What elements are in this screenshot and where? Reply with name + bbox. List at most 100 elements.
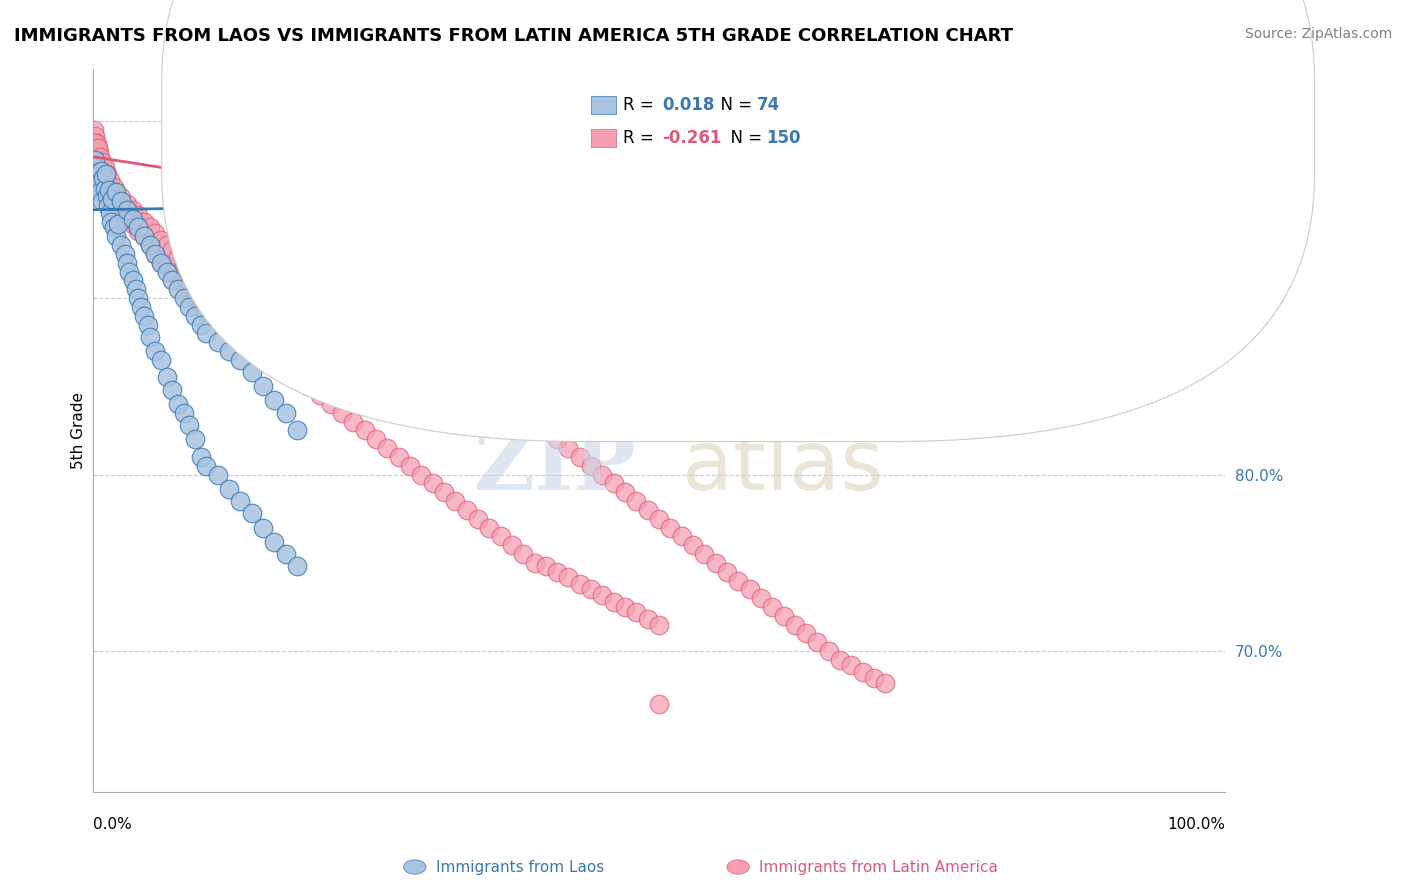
Point xyxy=(252,344,274,359)
Point xyxy=(104,194,127,208)
Point xyxy=(218,291,240,305)
Text: 74: 74 xyxy=(756,96,780,114)
Point xyxy=(121,273,143,287)
Point xyxy=(377,441,399,455)
Point xyxy=(150,256,173,270)
Point xyxy=(179,418,201,433)
Point xyxy=(84,153,107,168)
Point xyxy=(1067,176,1090,190)
Point xyxy=(716,565,738,579)
Point xyxy=(83,159,105,173)
Point xyxy=(83,123,105,137)
Point xyxy=(173,406,195,420)
Point xyxy=(399,458,422,473)
Point xyxy=(89,185,111,199)
Point xyxy=(94,168,117,182)
Point xyxy=(614,600,637,615)
Point xyxy=(603,595,626,609)
Point xyxy=(342,415,364,429)
Point xyxy=(626,605,648,619)
Point xyxy=(240,335,263,350)
Point xyxy=(263,393,285,408)
Point xyxy=(162,244,184,258)
Point xyxy=(184,268,207,282)
Point xyxy=(96,188,118,202)
Point xyxy=(274,321,297,335)
Point xyxy=(156,264,179,278)
Text: R =: R = xyxy=(623,96,659,114)
Point xyxy=(125,282,148,296)
Point xyxy=(100,215,122,229)
Point xyxy=(150,256,173,270)
Point xyxy=(285,370,308,384)
Point xyxy=(89,150,111,164)
Point xyxy=(534,424,557,438)
Point xyxy=(91,194,114,208)
Point xyxy=(103,188,125,202)
Point xyxy=(830,653,852,667)
Point xyxy=(190,300,212,314)
Point xyxy=(145,226,167,240)
Point xyxy=(626,494,648,508)
Point xyxy=(195,305,218,319)
Point xyxy=(184,291,207,305)
Point xyxy=(132,229,155,244)
Text: IMMIGRANTS FROM LAOS VS IMMIGRANTS FROM LATIN AMERICA 5TH GRADE CORRELATION CHAR: IMMIGRANTS FROM LAOS VS IMMIGRANTS FROM … xyxy=(14,27,1014,45)
Point xyxy=(297,332,319,346)
Point xyxy=(150,352,173,367)
Point xyxy=(173,291,195,305)
Point xyxy=(190,273,212,287)
Point xyxy=(1191,247,1213,261)
Point xyxy=(173,256,195,270)
Text: R =: R = xyxy=(623,129,659,147)
Point xyxy=(127,220,149,235)
Point xyxy=(139,238,162,252)
Point xyxy=(115,211,138,226)
Point xyxy=(98,181,121,195)
Point xyxy=(738,582,761,597)
Point xyxy=(218,318,240,332)
Point xyxy=(104,185,127,199)
Point xyxy=(263,534,285,549)
Point xyxy=(167,269,190,284)
Point xyxy=(190,450,212,464)
Point xyxy=(422,476,444,491)
Point xyxy=(591,588,613,602)
Point xyxy=(93,168,115,182)
Point xyxy=(184,309,207,323)
Point xyxy=(557,441,579,455)
Point xyxy=(252,379,274,393)
Point xyxy=(127,208,149,222)
Point xyxy=(794,626,817,640)
Point xyxy=(637,612,659,626)
Point xyxy=(86,166,108,180)
Point xyxy=(308,388,330,402)
Point xyxy=(433,485,456,500)
Point xyxy=(118,264,141,278)
Point xyxy=(229,326,252,341)
Point xyxy=(1202,256,1225,270)
Point xyxy=(1101,188,1123,202)
Point xyxy=(145,247,167,261)
Point xyxy=(162,273,184,287)
Point xyxy=(86,141,108,155)
Point xyxy=(167,251,190,265)
Point xyxy=(156,260,179,274)
Point xyxy=(1180,235,1202,249)
Text: N =: N = xyxy=(710,96,758,114)
Point xyxy=(637,503,659,517)
Point xyxy=(179,300,201,314)
Point xyxy=(96,176,118,190)
Point xyxy=(93,181,115,195)
Point xyxy=(91,159,114,173)
Text: Source: ZipAtlas.com: Source: ZipAtlas.com xyxy=(1244,27,1392,41)
Point xyxy=(156,238,179,252)
Point xyxy=(98,206,121,220)
Point xyxy=(512,406,534,420)
Point xyxy=(207,312,229,326)
Point xyxy=(145,344,167,359)
Point xyxy=(523,415,546,429)
Point xyxy=(89,153,111,168)
Point xyxy=(579,458,602,473)
Point xyxy=(103,179,125,194)
